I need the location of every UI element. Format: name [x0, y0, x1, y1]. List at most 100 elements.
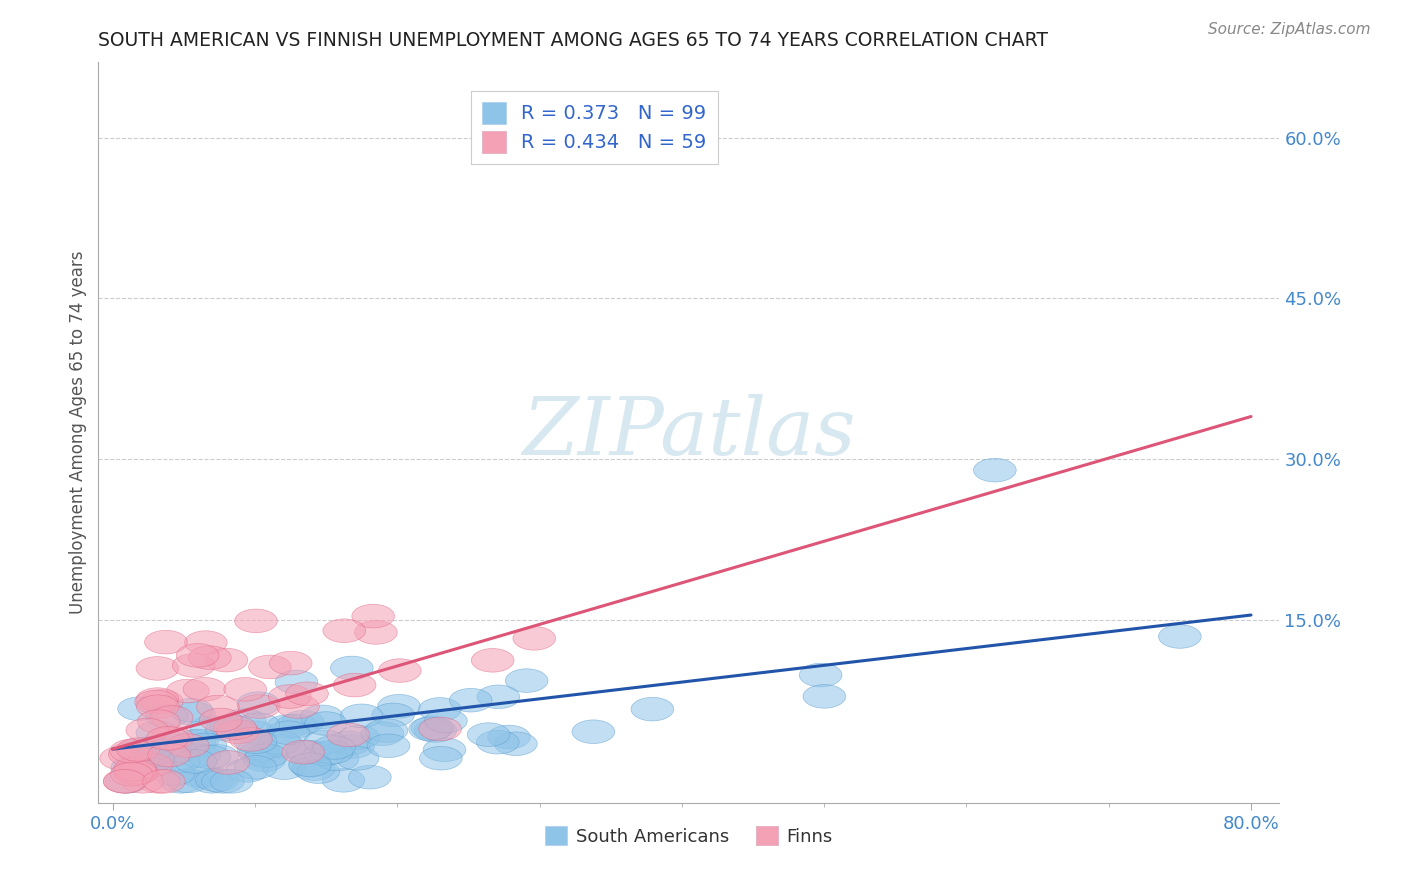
Ellipse shape	[263, 734, 305, 758]
Ellipse shape	[361, 722, 404, 746]
Ellipse shape	[138, 710, 180, 733]
Ellipse shape	[136, 695, 179, 719]
Ellipse shape	[131, 753, 173, 777]
Ellipse shape	[477, 685, 520, 708]
Ellipse shape	[349, 765, 391, 789]
Ellipse shape	[238, 738, 280, 762]
Ellipse shape	[129, 737, 173, 761]
Ellipse shape	[224, 709, 266, 732]
Legend: South Americans, Finns: South Americans, Finns	[537, 819, 841, 853]
Ellipse shape	[121, 770, 163, 793]
Ellipse shape	[195, 768, 238, 792]
Ellipse shape	[188, 646, 231, 669]
Y-axis label: Unemployment Among Ages 65 to 74 years: Unemployment Among Ages 65 to 74 years	[69, 251, 87, 615]
Ellipse shape	[269, 685, 311, 708]
Ellipse shape	[141, 690, 183, 714]
Ellipse shape	[259, 731, 301, 755]
Ellipse shape	[316, 747, 359, 771]
Ellipse shape	[233, 721, 277, 745]
Ellipse shape	[1159, 624, 1201, 648]
Ellipse shape	[214, 715, 256, 739]
Ellipse shape	[180, 764, 224, 788]
Ellipse shape	[467, 723, 510, 747]
Ellipse shape	[150, 726, 194, 749]
Ellipse shape	[226, 758, 269, 782]
Ellipse shape	[100, 747, 142, 770]
Ellipse shape	[217, 720, 259, 744]
Ellipse shape	[224, 678, 267, 701]
Ellipse shape	[229, 728, 273, 751]
Ellipse shape	[311, 740, 353, 764]
Ellipse shape	[176, 730, 218, 753]
Ellipse shape	[136, 688, 179, 712]
Ellipse shape	[330, 657, 373, 680]
Ellipse shape	[495, 732, 537, 756]
Ellipse shape	[513, 626, 555, 650]
Text: SOUTH AMERICAN VS FINNISH UNEMPLOYMENT AMONG AGES 65 TO 74 YEARS CORRELATION CHA: SOUTH AMERICAN VS FINNISH UNEMPLOYMENT A…	[98, 30, 1049, 50]
Ellipse shape	[104, 770, 146, 793]
Ellipse shape	[336, 747, 380, 770]
Ellipse shape	[270, 651, 312, 675]
Ellipse shape	[200, 708, 242, 731]
Ellipse shape	[174, 749, 217, 773]
Ellipse shape	[423, 738, 465, 762]
Ellipse shape	[267, 721, 309, 745]
Ellipse shape	[183, 677, 226, 701]
Ellipse shape	[288, 740, 332, 764]
Ellipse shape	[323, 619, 366, 642]
Ellipse shape	[419, 747, 463, 770]
Ellipse shape	[276, 670, 318, 694]
Ellipse shape	[145, 704, 188, 728]
Ellipse shape	[166, 769, 209, 793]
Ellipse shape	[505, 669, 548, 692]
Ellipse shape	[136, 721, 179, 745]
Ellipse shape	[170, 698, 212, 722]
Ellipse shape	[326, 723, 370, 747]
Ellipse shape	[127, 718, 169, 742]
Ellipse shape	[281, 740, 325, 764]
Ellipse shape	[115, 761, 159, 784]
Ellipse shape	[110, 739, 152, 763]
Ellipse shape	[354, 621, 398, 644]
Text: Source: ZipAtlas.com: Source: ZipAtlas.com	[1208, 22, 1371, 37]
Ellipse shape	[118, 738, 160, 762]
Ellipse shape	[156, 739, 198, 763]
Ellipse shape	[129, 744, 172, 768]
Ellipse shape	[238, 692, 280, 715]
Ellipse shape	[276, 714, 318, 738]
Ellipse shape	[301, 705, 343, 729]
Ellipse shape	[267, 714, 309, 739]
Ellipse shape	[118, 697, 160, 721]
Ellipse shape	[166, 734, 209, 757]
Ellipse shape	[285, 682, 329, 706]
Ellipse shape	[304, 730, 346, 754]
Ellipse shape	[148, 743, 190, 767]
Ellipse shape	[235, 730, 277, 754]
Ellipse shape	[471, 648, 515, 673]
Ellipse shape	[425, 709, 467, 732]
Ellipse shape	[572, 720, 614, 744]
Ellipse shape	[184, 631, 228, 655]
Ellipse shape	[337, 725, 380, 749]
Ellipse shape	[332, 735, 374, 758]
Ellipse shape	[110, 763, 153, 786]
Ellipse shape	[304, 742, 346, 765]
Ellipse shape	[285, 740, 329, 764]
Ellipse shape	[238, 695, 280, 718]
Ellipse shape	[419, 717, 461, 740]
Ellipse shape	[367, 734, 411, 757]
Ellipse shape	[195, 745, 239, 768]
Ellipse shape	[201, 770, 245, 793]
Ellipse shape	[149, 734, 191, 757]
Ellipse shape	[132, 737, 174, 760]
Ellipse shape	[166, 679, 209, 703]
Ellipse shape	[290, 754, 332, 777]
Ellipse shape	[103, 770, 146, 793]
Ellipse shape	[177, 744, 221, 767]
Ellipse shape	[305, 712, 347, 735]
Ellipse shape	[209, 714, 253, 738]
Ellipse shape	[105, 770, 148, 793]
Ellipse shape	[312, 736, 356, 759]
Ellipse shape	[188, 745, 231, 769]
Ellipse shape	[281, 710, 325, 734]
